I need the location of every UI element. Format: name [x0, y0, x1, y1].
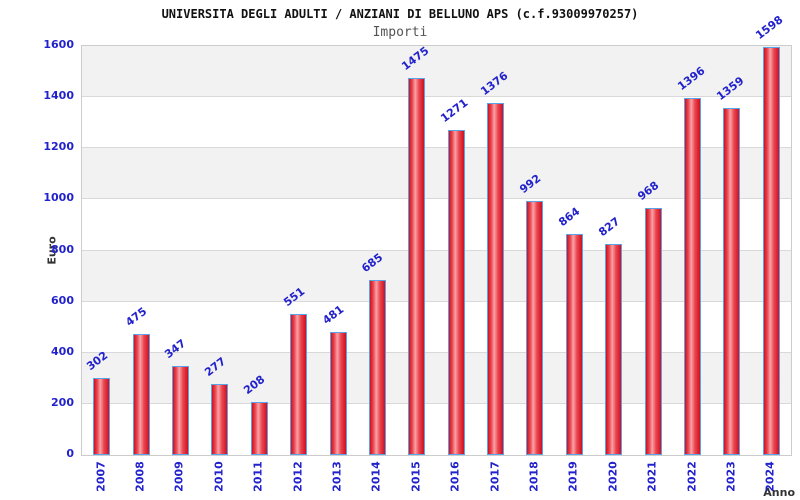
bar-2019	[565, 234, 583, 455]
y-tick-label: 200	[51, 395, 74, 409]
gridline	[82, 402, 791, 404]
x-tick-label: 2019	[566, 461, 580, 492]
bar-2009	[171, 366, 189, 455]
x-tick-label: 2007	[94, 461, 108, 492]
chart-subtitle: Importi	[372, 25, 428, 40]
x-tick-label: 2011	[251, 461, 265, 492]
y-tick-label: 1200	[43, 140, 74, 154]
x-tick-label: 2009	[172, 461, 186, 492]
bar-2018	[526, 201, 544, 455]
gridline	[82, 147, 791, 149]
x-tick-label: 2008	[133, 461, 147, 492]
bar-2008	[132, 333, 150, 455]
y-tick-label: 1400	[43, 89, 74, 103]
gridline	[82, 351, 791, 353]
bar-2011	[250, 401, 268, 455]
x-tick-label: 2023	[724, 461, 738, 492]
bar-2014	[368, 279, 386, 455]
bar-2013	[329, 332, 347, 455]
gridline	[82, 249, 791, 251]
x-tick-label: 2020	[606, 461, 620, 492]
background-band	[82, 148, 791, 200]
chart-title: UNIVERSITA DEGLI ADULTI / ANZIANI DI BEL…	[161, 7, 639, 21]
x-tick-label: 2014	[369, 461, 383, 492]
bar-2017	[487, 103, 505, 455]
background-band	[82, 403, 791, 455]
gridline	[82, 198, 791, 200]
background-band	[82, 250, 791, 302]
x-tick-label: 2022	[685, 461, 699, 492]
bar-2022	[684, 98, 702, 455]
x-tick-label: 2016	[448, 461, 462, 492]
x-tick-label: 2012	[291, 461, 305, 492]
background-band	[82, 301, 791, 353]
x-tick-label: 2017	[488, 461, 502, 492]
bar-2012	[290, 314, 308, 455]
bar-2007	[93, 377, 111, 455]
bar-2023	[723, 107, 741, 455]
plot-area	[81, 45, 792, 456]
bar-2021	[644, 207, 662, 455]
x-tick-label: 2021	[645, 461, 659, 492]
x-axis-title: Anno	[763, 486, 795, 499]
x-tick-label: 2024	[763, 461, 777, 492]
bar-2010	[211, 384, 229, 455]
y-tick-label: 1000	[43, 191, 74, 205]
bar-2016	[447, 130, 465, 455]
x-tick-label: 2013	[330, 461, 344, 492]
x-tick-label: 2018	[527, 461, 541, 492]
y-tick-label: 1600	[43, 38, 74, 51]
bar-2024	[762, 46, 780, 455]
y-tick-label: 0	[66, 447, 74, 460]
y-tick-label: 800	[51, 242, 74, 256]
bar-2015	[408, 77, 426, 455]
gridline	[82, 300, 791, 302]
bar-2020	[605, 243, 623, 455]
x-tick-label: 2010	[212, 461, 226, 492]
background-band	[82, 46, 791, 98]
background-band	[82, 352, 791, 404]
y-tick-label: 600	[51, 293, 74, 307]
y-tick-label: 400	[51, 344, 74, 358]
gridline	[82, 96, 791, 98]
background-band	[82, 199, 791, 251]
background-band	[82, 97, 791, 149]
x-tick-label: 2015	[409, 461, 423, 492]
